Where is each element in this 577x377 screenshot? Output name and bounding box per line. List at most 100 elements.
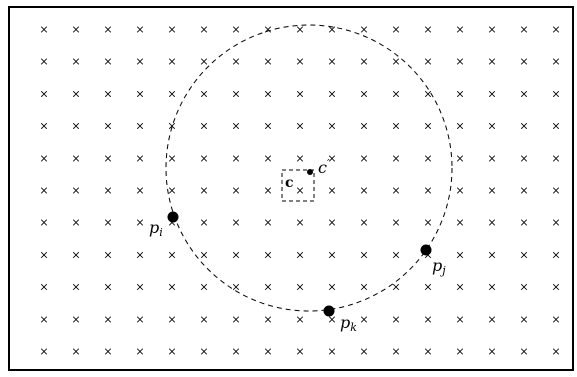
grid-marker: × — [263, 313, 272, 326]
grid-marker: × — [519, 216, 528, 229]
grid-marker: × — [135, 248, 144, 261]
grid-marker: × — [423, 152, 432, 165]
grid-marker: × — [295, 152, 304, 165]
grid-marker: × — [231, 216, 240, 229]
grid-marker: × — [327, 216, 336, 229]
grid-marker: × — [103, 23, 112, 36]
grid-marker: × — [487, 55, 496, 68]
grid-marker: × — [71, 55, 80, 68]
grid-marker: × — [519, 23, 528, 36]
grid-marker: × — [39, 345, 48, 358]
grid-marker: × — [295, 23, 304, 36]
grid-marker: × — [167, 23, 176, 36]
grid-marker: × — [551, 87, 560, 100]
grid-marker: × — [39, 55, 48, 68]
grid-marker: × — [39, 184, 48, 197]
grid-marker: × — [199, 120, 208, 133]
grid-marker: × — [39, 313, 48, 326]
grid-marker: × — [231, 313, 240, 326]
grid-marker: × — [231, 55, 240, 68]
grid-marker: × — [71, 281, 80, 294]
grid-marker: × — [71, 87, 80, 100]
grid-marker: × — [487, 216, 496, 229]
grid-marker: × — [39, 248, 48, 261]
grid-marker: × — [551, 120, 560, 133]
grid-marker: × — [103, 216, 112, 229]
grid-marker: × — [551, 248, 560, 261]
grid-marker: × — [359, 281, 368, 294]
grid-marker: × — [359, 184, 368, 197]
grid-marker: × — [359, 313, 368, 326]
grid-marker: × — [167, 313, 176, 326]
grid-marker: × — [135, 55, 144, 68]
grid-marker: × — [71, 216, 80, 229]
grid-marker: × — [327, 23, 336, 36]
grid-marker: × — [423, 87, 432, 100]
grid-marker: × — [199, 23, 208, 36]
grid-marker: × — [391, 55, 400, 68]
center-label: c — [285, 175, 294, 191]
grid-marker: × — [455, 120, 464, 133]
point-pi — [167, 211, 179, 223]
grid-marker: × — [391, 281, 400, 294]
grid-marker: × — [295, 313, 304, 326]
grid-marker: × — [423, 281, 432, 294]
grid-marker: × — [487, 120, 496, 133]
grid-marker: × — [423, 345, 432, 358]
grid-marker: × — [391, 184, 400, 197]
grid-marker: × — [327, 248, 336, 261]
grid-marker: × — [103, 248, 112, 261]
grid-marker: × — [391, 152, 400, 165]
grid-marker: × — [551, 152, 560, 165]
grid-marker: × — [423, 23, 432, 36]
grid-marker: × — [551, 345, 560, 358]
frame-border — [8, 6, 574, 371]
grid-marker: × — [103, 313, 112, 326]
grid-marker: × — [519, 345, 528, 358]
grid-marker: × — [455, 184, 464, 197]
grid-marker: × — [455, 345, 464, 358]
grid-marker: × — [135, 184, 144, 197]
grid-marker: × — [295, 87, 304, 100]
grid-marker: × — [423, 216, 432, 229]
grid-marker: × — [263, 281, 272, 294]
grid-marker: × — [167, 248, 176, 261]
grid-marker: × — [487, 345, 496, 358]
grid-marker: × — [391, 23, 400, 36]
grid-marker: × — [487, 184, 496, 197]
grid-marker: × — [327, 184, 336, 197]
grid-marker: × — [551, 313, 560, 326]
grid-marker: × — [199, 281, 208, 294]
grid-marker: × — [455, 216, 464, 229]
grid-marker: × — [391, 313, 400, 326]
grid-marker: × — [519, 55, 528, 68]
grid-marker: × — [391, 120, 400, 133]
grid-marker: × — [135, 87, 144, 100]
grid-marker: × — [519, 281, 528, 294]
grid-marker: × — [135, 120, 144, 133]
grid-marker: × — [487, 87, 496, 100]
grid-marker: × — [487, 23, 496, 36]
grid-marker: × — [39, 120, 48, 133]
grid-marker: × — [295, 345, 304, 358]
grid-marker: × — [71, 248, 80, 261]
grid-marker: × — [551, 281, 560, 294]
grid-marker: × — [231, 23, 240, 36]
grid-marker: × — [71, 313, 80, 326]
grid-marker: × — [455, 23, 464, 36]
grid-marker: × — [231, 248, 240, 261]
center-prime-point — [307, 169, 313, 175]
grid-marker: × — [71, 345, 80, 358]
grid-marker: × — [519, 87, 528, 100]
grid-marker: × — [327, 345, 336, 358]
point-pj — [420, 244, 432, 256]
grid-marker: × — [455, 87, 464, 100]
grid-marker: × — [103, 120, 112, 133]
grid-marker: × — [359, 152, 368, 165]
grid-marker: × — [391, 248, 400, 261]
grid-marker: × — [455, 313, 464, 326]
grid-marker: × — [199, 152, 208, 165]
grid-marker: × — [519, 248, 528, 261]
grid-marker: × — [231, 87, 240, 100]
grid-marker: × — [455, 152, 464, 165]
